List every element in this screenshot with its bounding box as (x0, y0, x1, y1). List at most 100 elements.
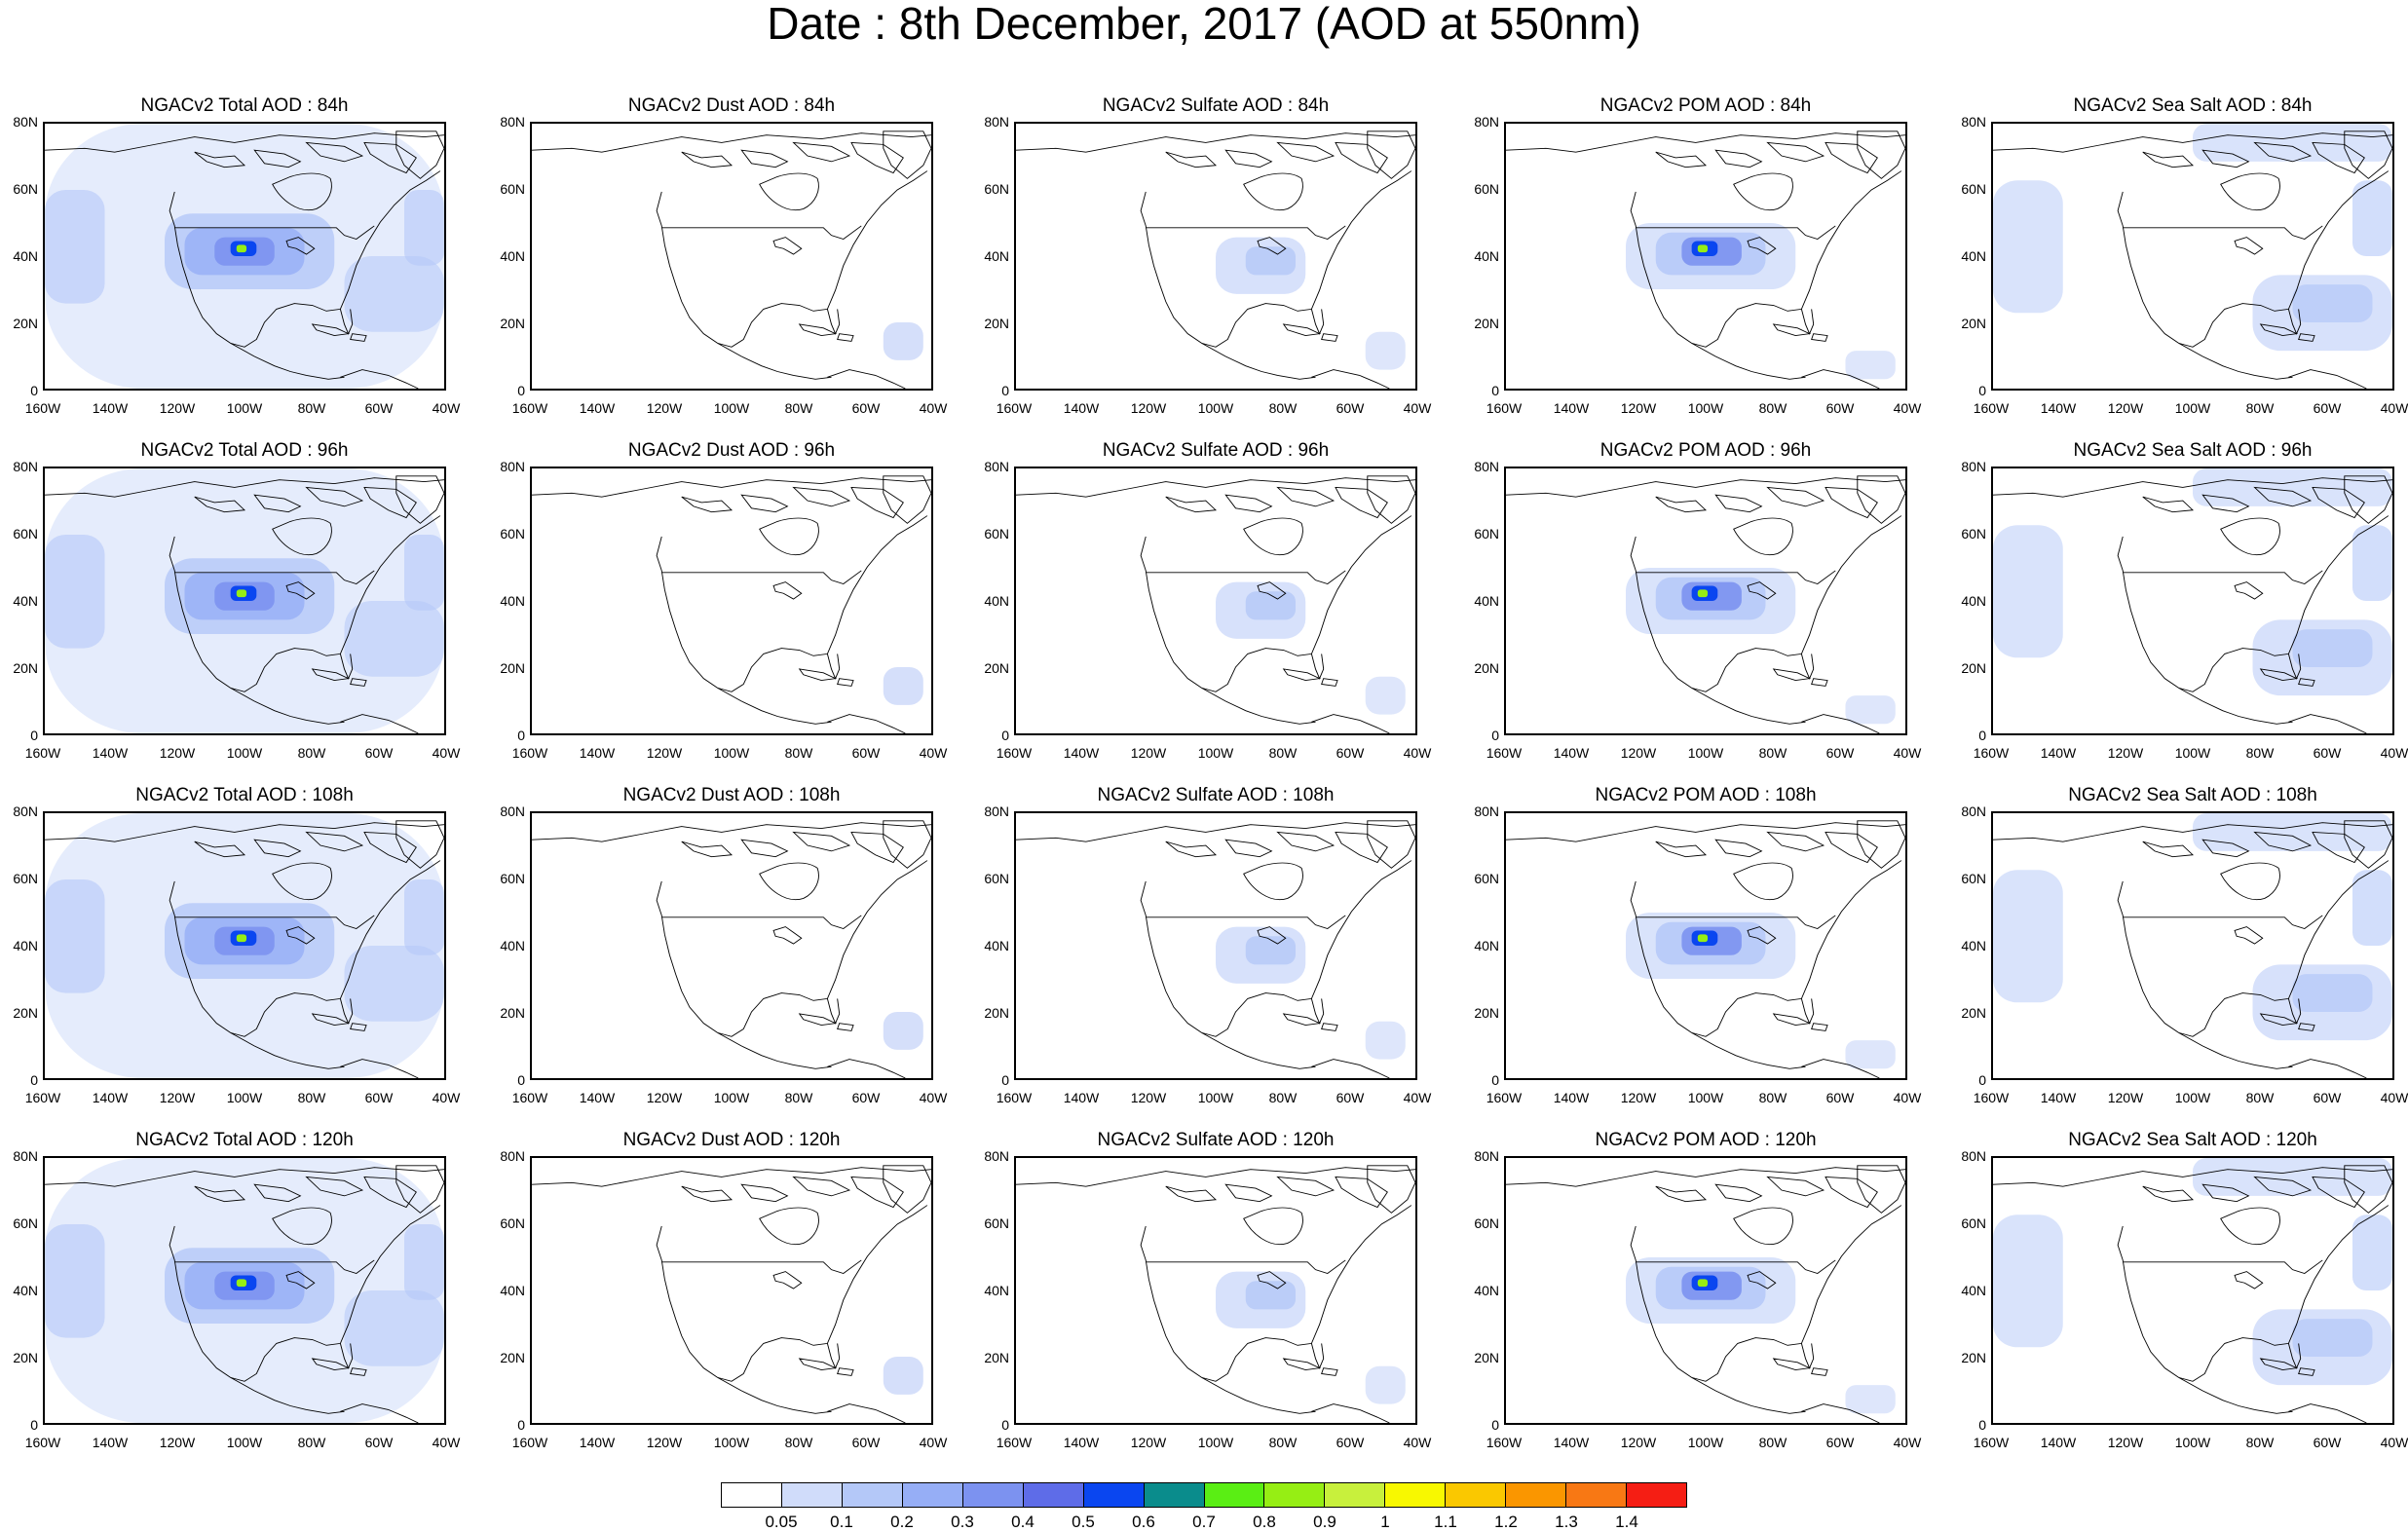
x-tick-label: 80W (297, 1090, 326, 1105)
coastline (1276, 486, 1336, 507)
coastline (1766, 1176, 1825, 1197)
coastline (1801, 1059, 1880, 1078)
map-frame (1504, 1156, 1907, 1425)
aod-field-patch (236, 244, 247, 253)
x-tick-label: 100W (1197, 1090, 1234, 1105)
coastline (772, 1271, 803, 1289)
coastline (883, 1165, 931, 1214)
coastline (798, 323, 838, 337)
coastline (174, 915, 375, 930)
coastline (2142, 841, 2195, 858)
x-tick-label: 160W (1973, 1090, 2010, 1105)
map-panel-sulfate-96h: NGACv2 Sulfate AOD : 96h 80N 60N 40N 20N 0 160… (984, 440, 1431, 761)
map-canvas (1506, 1165, 1905, 1423)
map-canvas (1016, 475, 1415, 733)
x-tick-label: 60W (2313, 400, 2342, 416)
coastline (1993, 1167, 2392, 1187)
coastline (717, 1205, 928, 1382)
aod-field-patch (883, 1012, 923, 1050)
coastline (285, 237, 316, 255)
x-tick-label: 140W (579, 745, 616, 761)
map-canvas (1993, 124, 2392, 389)
y-tick-label: 0 (1001, 1417, 1009, 1433)
y-tick-label: 60N (1961, 526, 1986, 542)
y-tick-label: 20N (13, 660, 38, 676)
coastline (45, 822, 444, 842)
y-tick-label: 20N (984, 1350, 1009, 1365)
coastline (792, 1176, 851, 1197)
coastline (1282, 1013, 1322, 1027)
coastline (827, 714, 906, 733)
map-canvas (532, 1165, 931, 1423)
coastline (169, 880, 231, 1033)
panel-title: NGACv2 Dust AOD : 84h (627, 95, 836, 116)
aod-field-patch (1245, 591, 1296, 620)
coastline (1800, 309, 1815, 335)
x-tick-label: 80W (2245, 1090, 2275, 1105)
panel-title: NGACv2 Total AOD : 96h (140, 440, 349, 461)
coastline (1800, 998, 1815, 1025)
x-tick-label: 40W (919, 1090, 948, 1105)
x-tick-label: 140W (579, 1435, 616, 1450)
coastline (2298, 1367, 2315, 1376)
x-tick-label: 160W (1486, 400, 1523, 416)
coastline (1811, 678, 1828, 687)
x-tick-label: 40W (1403, 1090, 1432, 1105)
y-tick-label: 40N (1961, 1283, 1986, 1298)
x-tick-label: 100W (1687, 745, 1724, 761)
x-tick-label: 40W (919, 400, 948, 416)
coastline (1310, 309, 1325, 335)
colorbar-swatch (781, 1483, 843, 1507)
x-tick-label: 40W (1893, 745, 1922, 761)
x-tick-label: 120W (646, 1090, 683, 1105)
x-tick-label: 100W (1687, 400, 1724, 416)
coastline (1636, 570, 1836, 585)
x-tick-label: 100W (1687, 1435, 1724, 1450)
y-tick-label: 20N (1474, 316, 1499, 331)
x-tick-label: 60W (851, 745, 881, 761)
coastline (1140, 191, 1202, 344)
colorbar-swatch (1446, 1483, 1507, 1507)
coastline (1016, 822, 1415, 842)
coastline (772, 581, 803, 600)
coastline (1655, 151, 1708, 168)
coastline (661, 1259, 862, 1275)
coastline (1165, 1185, 1218, 1203)
coastline (759, 172, 819, 211)
x-tick-label: 60W (1825, 745, 1855, 761)
colorbar-label: 1.4 (1615, 1513, 1638, 1531)
x-tick-label: 160W (511, 1435, 548, 1450)
y-tick-label: 0 (1491, 1072, 1499, 1088)
coastline (1506, 132, 1905, 153)
colorbar-label: 0.8 (1253, 1513, 1276, 1531)
x-tick-label: 140W (1063, 400, 1100, 416)
map-panel-pom-120h: NGACv2 POM AOD : 120h 80N 60N 40N 20N 0 160W 14… (1474, 1130, 1921, 1450)
x-tick-label: 160W (996, 745, 1033, 761)
map-canvas (1993, 1158, 2392, 1423)
coastline (230, 687, 345, 725)
coastline (837, 1367, 854, 1376)
y-tick-label: 60N (500, 181, 525, 197)
coastline (395, 475, 444, 524)
panel-title: NGACv2 Sea Salt AOD : 120h (2068, 1130, 2317, 1150)
map-frame (1991, 467, 2394, 735)
x-tick-label: 40W (432, 745, 461, 761)
coastline (1367, 131, 1415, 179)
coastline (1243, 862, 1303, 901)
coastline (169, 1225, 231, 1378)
coastline (1016, 477, 1415, 498)
x-tick-label: 140W (1553, 745, 1590, 761)
coastline (253, 1183, 302, 1203)
x-tick-label: 160W (511, 745, 548, 761)
coastline (1321, 1367, 1338, 1376)
map-panel-total-84h: NGACv2 Total AOD : 84h 80N 60N 40N 20N 0 160W 1… (13, 95, 460, 416)
coastline (272, 1207, 332, 1246)
map-canvas (1506, 820, 1905, 1078)
x-tick-label: 120W (159, 1435, 196, 1450)
y-tick-label: 0 (30, 383, 38, 398)
coastline (792, 831, 851, 852)
coastline (1636, 915, 1836, 930)
x-tick-label: 160W (1973, 400, 2010, 416)
x-tick-label: 40W (1893, 1090, 1922, 1105)
map-panel-total-108h: NGACv2 Total AOD : 108h 80N 60N 40N 20N 0 160W… (13, 785, 460, 1105)
